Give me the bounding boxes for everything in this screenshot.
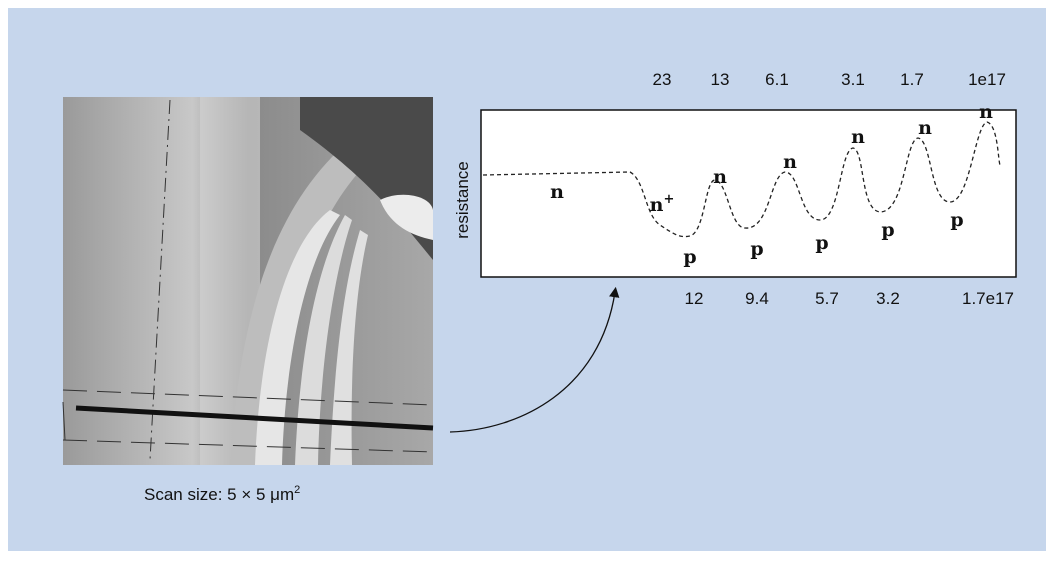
region-text: n	[550, 181, 564, 203]
region-text: p	[815, 232, 828, 254]
region-text: n	[979, 101, 993, 123]
region-label: n	[851, 126, 865, 148]
top-label: 23	[653, 70, 672, 89]
region-label: p	[683, 246, 696, 268]
figure: Scan size: 5 × 5 μm2 resistance 23 13 6.1 3…	[0, 0, 1054, 559]
region-text: p	[950, 209, 963, 231]
region-label: p	[881, 219, 894, 241]
top-label: 6.1	[765, 70, 789, 89]
region-text: n	[783, 151, 797, 173]
afm-image	[63, 97, 433, 465]
bottom-label: 5.7	[815, 289, 839, 308]
bottom-label: 9.4	[745, 289, 769, 308]
top-label: 3.1	[841, 70, 865, 89]
region-superscript: +	[663, 192, 674, 207]
region-text: p	[750, 238, 763, 260]
region-text: n	[918, 117, 932, 139]
page: Scan size: 5 × 5 μm2 resistance 23 13 6.1 3…	[0, 0, 1054, 559]
top-label: 1e17	[968, 70, 1006, 89]
region-label: p	[815, 232, 828, 254]
region-text: p	[683, 246, 696, 268]
region-label: n	[783, 151, 797, 173]
y-axis-label: resistance	[453, 161, 472, 238]
image-caption: Scan size: 5 × 5 μm2	[144, 484, 300, 504]
bottom-label: 12	[685, 289, 704, 308]
region-text: p	[881, 219, 894, 241]
region-label: n	[979, 101, 993, 123]
top-label: 1.7	[900, 70, 924, 89]
region-label: n	[713, 166, 727, 188]
caption-text: Scan size: 5 × 5 μm	[144, 485, 294, 504]
caption-superscript: 2	[294, 484, 300, 496]
region-text: n	[650, 194, 664, 216]
bottom-label: 1.7e17	[962, 289, 1014, 308]
region-text: n	[713, 166, 727, 188]
bottom-label: 3.2	[876, 289, 900, 308]
region-label: n	[918, 117, 932, 139]
top-label: 13	[711, 70, 730, 89]
region-text: n	[851, 126, 865, 148]
region-label: p	[950, 209, 963, 231]
region-label: n	[550, 181, 564, 203]
region-label: p	[750, 238, 763, 260]
